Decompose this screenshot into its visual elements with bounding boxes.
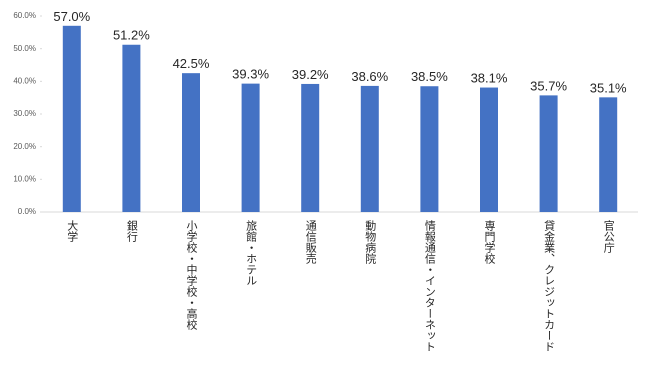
x-tick-label: 専門学校 bbox=[483, 220, 496, 265]
value-label: 35.7% bbox=[530, 78, 567, 93]
value-label: 39.2% bbox=[292, 67, 329, 82]
bar bbox=[599, 97, 618, 212]
y-tick-label: 20.0% bbox=[13, 142, 36, 151]
x-tick-label: 銀行 bbox=[125, 219, 138, 243]
value-label: 38.5% bbox=[411, 69, 448, 84]
y-tick-label: 10.0% bbox=[13, 174, 36, 183]
x-tick-label: 官公庁 bbox=[602, 219, 615, 253]
bar bbox=[122, 44, 141, 212]
bar bbox=[360, 85, 379, 212]
bar bbox=[62, 25, 81, 212]
value-label: 42.5% bbox=[173, 56, 210, 71]
x-tick-label: 動物病院 bbox=[364, 219, 377, 264]
y-tick-label: 30.0% bbox=[13, 109, 36, 118]
y-tick-label: 50.0% bbox=[13, 44, 36, 53]
bar bbox=[301, 83, 320, 213]
x-tick-label: 情報通信・インターネット bbox=[423, 220, 436, 352]
x-tick-label: 旅館・ホテル bbox=[245, 219, 258, 286]
value-label: 38.6% bbox=[351, 69, 388, 84]
x-tick-label: 大学 bbox=[66, 219, 79, 242]
value-label: 35.1% bbox=[590, 80, 627, 95]
y-tick-label: 0.0% bbox=[18, 207, 36, 216]
value-label: 51.2% bbox=[113, 28, 150, 43]
value-label: 57.0% bbox=[53, 9, 90, 24]
x-tick-label: 通信販売 bbox=[304, 220, 317, 265]
bar bbox=[182, 73, 200, 213]
value-label: 39.3% bbox=[232, 67, 269, 82]
bar bbox=[241, 83, 260, 213]
x-tick-label: 小学校・中学校・高校 bbox=[185, 220, 198, 331]
y-tick-label: 40.0% bbox=[13, 76, 36, 85]
x-tick-label: 貸金業、クレジットカード bbox=[543, 219, 556, 352]
value-label: 38.1% bbox=[471, 71, 508, 86]
y-tick-label: 60.0% bbox=[13, 11, 36, 20]
bar bbox=[480, 87, 498, 212]
bar bbox=[420, 86, 439, 212]
bar bbox=[539, 95, 558, 212]
